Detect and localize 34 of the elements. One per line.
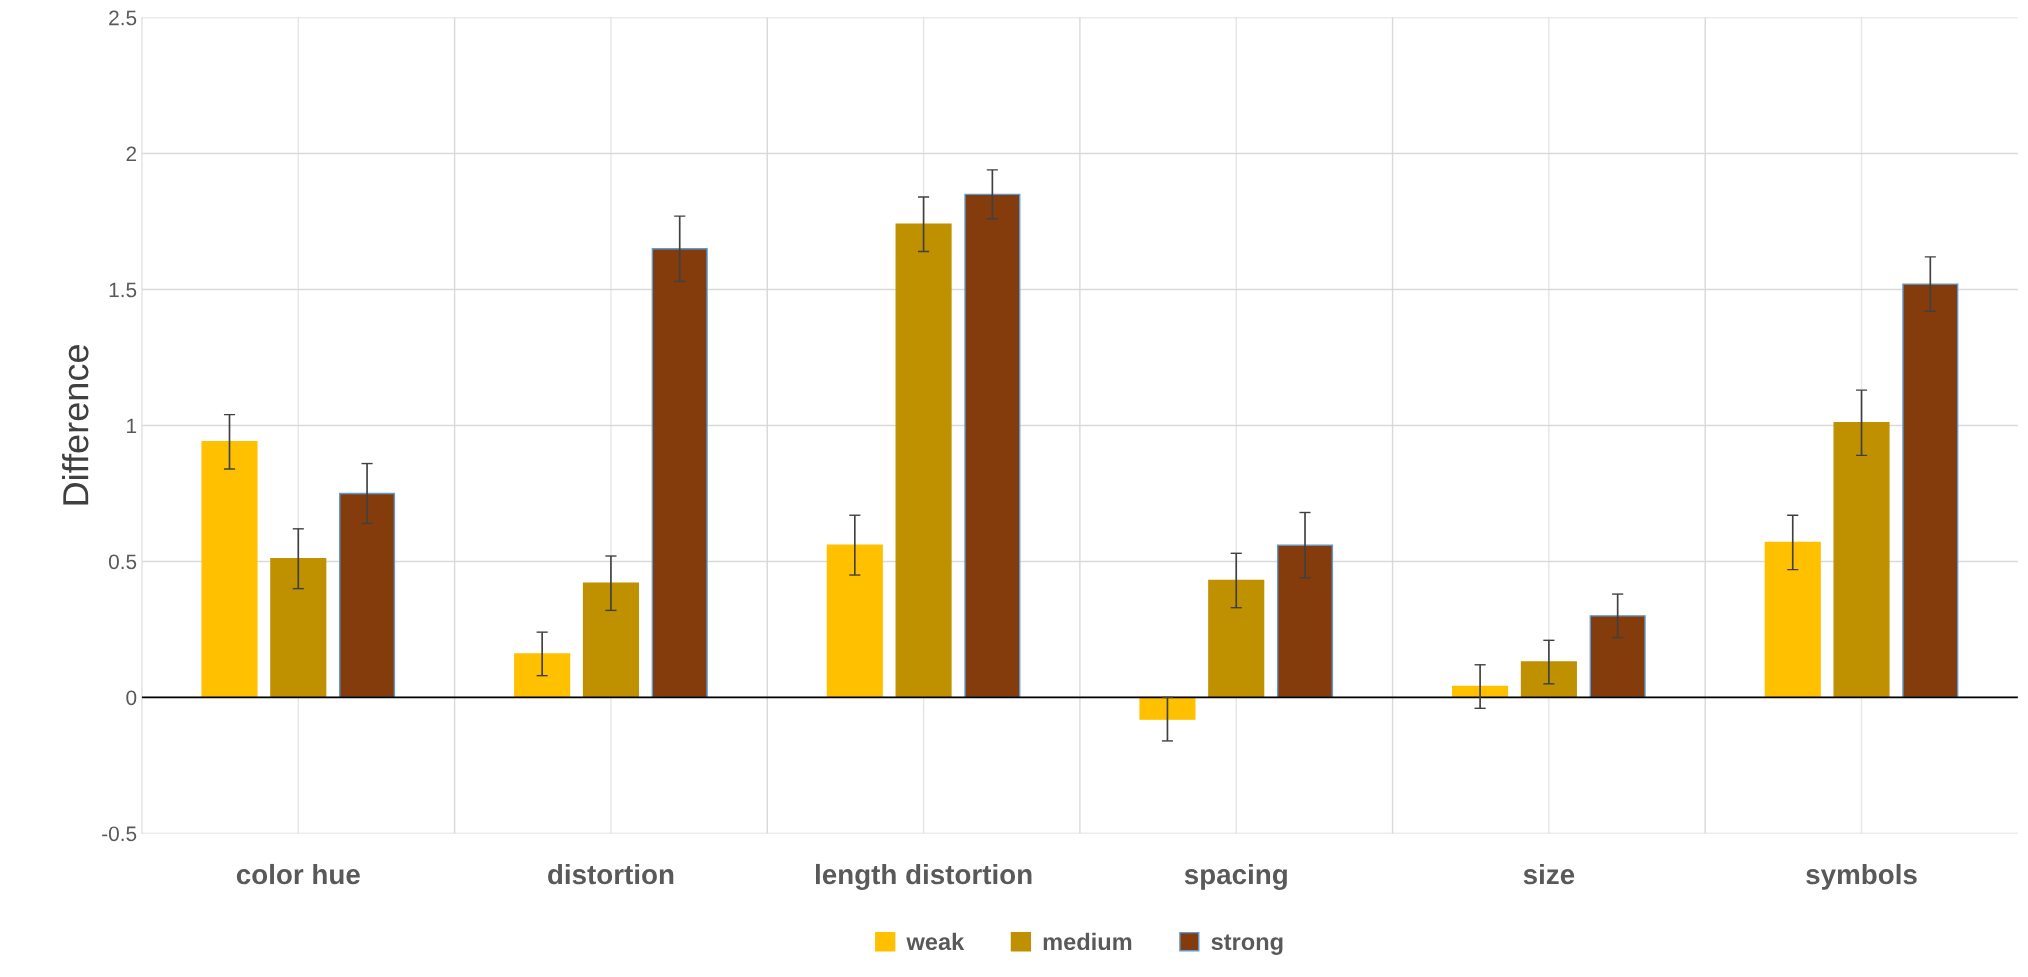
- bar: [514, 653, 571, 699]
- bar: [964, 193, 1021, 699]
- bar: [1139, 696, 1196, 720]
- y-tick-label: 0.5: [108, 554, 137, 570]
- x-tick-label: symbols: [1806, 863, 1917, 890]
- bar: [1833, 422, 1890, 699]
- bar: [201, 441, 258, 699]
- bar: [1902, 283, 1959, 699]
- y-axis-title: Difference: [61, 345, 89, 505]
- bar: [1520, 661, 1577, 699]
- x-tick-label: size: [1523, 863, 1575, 885]
- legend-label: weak: [906, 932, 965, 951]
- x-tick-label: distortion: [548, 863, 674, 885]
- y-tick-label: 2: [126, 146, 137, 162]
- x-tick-label: length distortion: [815, 863, 1032, 890]
- bar: [651, 248, 708, 699]
- y-tick-label: 0: [126, 690, 137, 706]
- y-tick-label: 1: [127, 418, 137, 434]
- y-tick-label: 2.5: [109, 10, 137, 26]
- y-tick-label: 1.5: [109, 282, 137, 298]
- x-tick-label: spacing: [1184, 863, 1287, 890]
- bar: [1208, 579, 1265, 699]
- bar: [582, 582, 639, 699]
- bar: [826, 544, 883, 699]
- bar: [270, 558, 327, 699]
- x-tick-label: color hue: [236, 863, 360, 885]
- bar: [895, 223, 952, 699]
- legend-label: strong: [1211, 934, 1283, 955]
- legend-label: medium: [1043, 932, 1132, 951]
- y-tick-label: -0.5: [102, 826, 137, 842]
- bar: [1764, 541, 1821, 699]
- bar: [1589, 615, 1646, 699]
- bar: [339, 492, 396, 699]
- bar: [1276, 544, 1334, 699]
